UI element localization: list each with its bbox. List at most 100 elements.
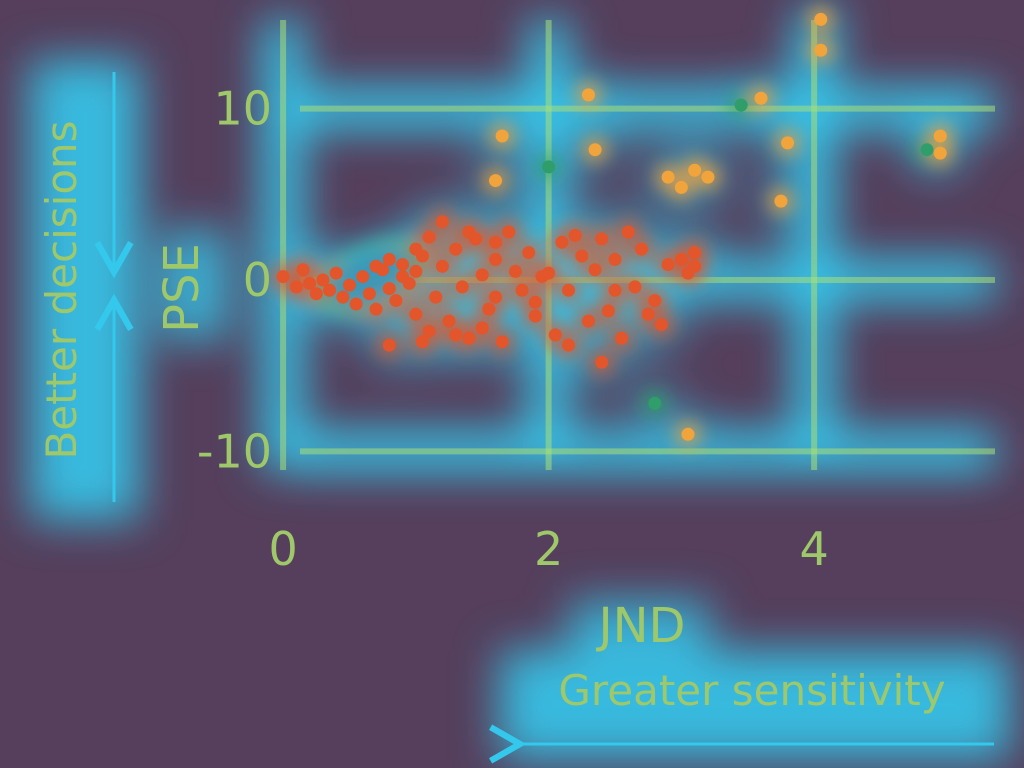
- data-point: [475, 321, 489, 335]
- gridlines: [280, 20, 995, 470]
- data-point: [382, 252, 396, 266]
- data-point: [435, 215, 449, 229]
- data-point: [562, 283, 576, 297]
- y-tick-label: 10: [213, 82, 272, 136]
- data-point: [495, 129, 509, 143]
- data-point: [329, 266, 343, 280]
- data-point: [449, 328, 463, 342]
- data-point: [581, 314, 595, 328]
- data-point: [356, 270, 370, 284]
- data-point: [296, 263, 310, 277]
- data-point: [661, 258, 675, 272]
- annotation-glow: [500, 650, 1010, 760]
- data-point: [475, 268, 489, 282]
- y-tick-label: 0: [243, 253, 272, 307]
- data-point: [522, 246, 536, 260]
- data-point: [396, 258, 410, 272]
- data-point: [774, 194, 788, 208]
- data-point: [449, 242, 463, 256]
- x-ticks: 0 2 4: [268, 522, 828, 576]
- data-point: [734, 98, 748, 112]
- data-point: [455, 280, 469, 294]
- data-point: [595, 232, 609, 246]
- y-direction-annotation: Better decisions: [37, 120, 86, 459]
- data-point: [528, 295, 542, 309]
- data-point: [701, 170, 715, 184]
- data-point: [489, 235, 503, 249]
- y-axis-label: PSE: [154, 243, 210, 333]
- y-tick-label: -10: [197, 424, 272, 478]
- data-point: [635, 242, 649, 256]
- data-point: [495, 335, 509, 349]
- data-point: [595, 355, 609, 369]
- data-point: [648, 396, 662, 410]
- data-point: [382, 282, 396, 296]
- data-point: [369, 259, 383, 273]
- data-point: [323, 283, 337, 297]
- data-point: [508, 264, 522, 278]
- data-point: [608, 252, 622, 266]
- data-points: [276, 12, 947, 441]
- data-point: [548, 328, 562, 342]
- data-point: [515, 283, 529, 297]
- data-point: [814, 43, 828, 57]
- annotation-glow: [30, 60, 140, 520]
- data-point: [276, 270, 290, 284]
- data-point: [575, 249, 589, 263]
- data-point: [542, 160, 556, 174]
- data-point: [674, 180, 688, 194]
- data-point: [382, 338, 396, 352]
- data-point: [648, 294, 662, 308]
- data-point: [588, 143, 602, 157]
- data-point: [568, 228, 582, 242]
- data-point: [674, 252, 688, 266]
- data-point: [422, 230, 436, 244]
- data-point: [303, 276, 317, 290]
- data-point: [369, 302, 383, 316]
- data-point: [336, 290, 350, 304]
- data-point: [933, 129, 947, 143]
- data-point: [555, 235, 569, 249]
- data-point: [416, 335, 429, 349]
- data-point: [681, 427, 695, 441]
- data-point: [528, 309, 542, 323]
- x-tick-label: 0: [268, 522, 297, 576]
- data-point: [409, 242, 423, 256]
- data-point: [489, 290, 503, 304]
- label-glow: [570, 600, 710, 660]
- data-point: [781, 136, 795, 150]
- data-point: [462, 331, 476, 345]
- data-point: [489, 252, 503, 266]
- data-point: [615, 331, 629, 345]
- data-point: [814, 12, 828, 26]
- data-point: [641, 307, 655, 321]
- data-point: [409, 264, 423, 278]
- data-point: [342, 278, 356, 292]
- data-point: [688, 246, 702, 260]
- data-point: [349, 297, 363, 311]
- data-point: [309, 287, 323, 301]
- data-point: [362, 287, 376, 301]
- data-point: [581, 88, 595, 102]
- data-point: [502, 225, 516, 239]
- data-point: [608, 283, 622, 297]
- x-axis-label: JND: [595, 598, 685, 654]
- data-point: [562, 338, 576, 352]
- x-tick-label: 2: [534, 522, 563, 576]
- data-point: [289, 280, 303, 294]
- data-point: [435, 259, 449, 273]
- data-point: [442, 314, 456, 328]
- data-point: [429, 290, 443, 304]
- data-point: [654, 318, 668, 332]
- data-point: [601, 304, 615, 318]
- x-tick-label: 4: [799, 522, 828, 576]
- data-point: [462, 225, 476, 239]
- data-point: [628, 280, 642, 294]
- data-point: [661, 170, 675, 184]
- y-ticks: -10 0 10: [197, 82, 272, 479]
- x-direction-annotation: Greater sensitivity: [558, 666, 945, 715]
- label-glow: [160, 230, 230, 340]
- data-point: [489, 174, 503, 188]
- data-point: [389, 294, 403, 308]
